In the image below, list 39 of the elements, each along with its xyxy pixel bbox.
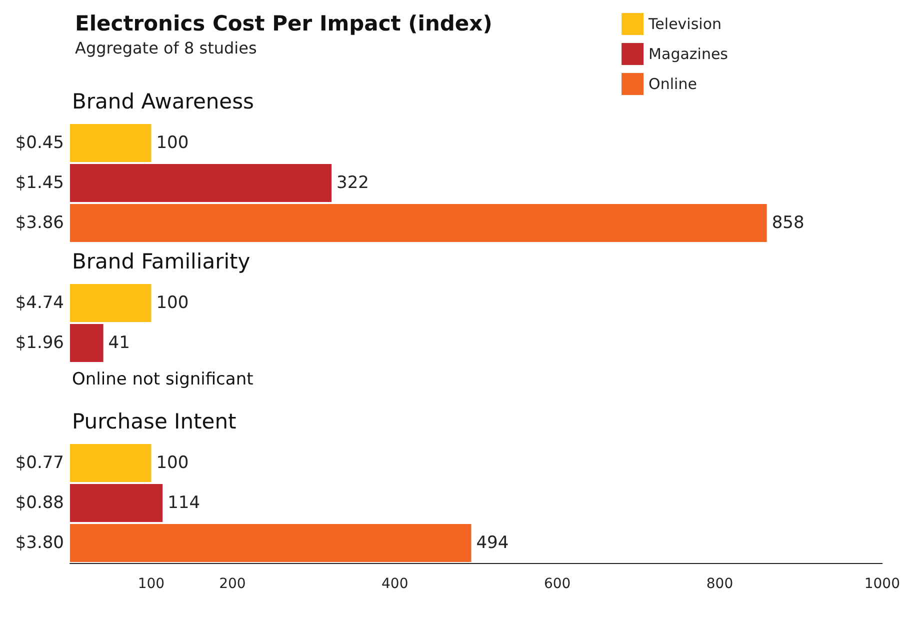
data-label: 322 (336, 173, 369, 193)
bar (70, 124, 152, 162)
bar (70, 524, 472, 562)
bar (70, 324, 104, 362)
data-label: 858 (772, 213, 804, 233)
data-label: 100 (156, 133, 189, 153)
legend-label: Television (648, 15, 722, 33)
annotation: Brand Familiarity (72, 250, 250, 274)
y-tick-label: $3.80 (15, 533, 64, 553)
x-tick-label: 1000 (864, 576, 900, 592)
chart-subtitle: Aggregate of 8 studies (75, 38, 257, 58)
bar (70, 484, 163, 522)
annotation: Purchase Intent (72, 410, 236, 434)
y-tick-label: $1.96 (15, 333, 64, 353)
x-tick-label: 400 (382, 576, 408, 592)
bar (70, 204, 767, 242)
chart-title: Electronics Cost Per Impact (index) (75, 12, 492, 36)
x-tick-label: 600 (544, 576, 571, 592)
x-tick-label: 100 (138, 576, 165, 592)
bar (70, 164, 332, 202)
bar (70, 444, 152, 482)
annotation: Brand Awareness (72, 90, 254, 114)
legend-label: Online (648, 75, 697, 93)
y-tick-label: $0.88 (15, 493, 64, 513)
y-tick-label: $0.77 (15, 453, 64, 473)
data-label: 41 (108, 333, 130, 353)
annotation: Online not significant (72, 370, 254, 390)
data-label: 114 (168, 493, 200, 513)
data-label: 100 (156, 453, 189, 473)
x-tick-label: 800 (706, 576, 734, 592)
y-tick-label: $3.86 (15, 213, 64, 233)
x-tick-label: 200 (219, 576, 246, 592)
y-tick-label: $1.45 (15, 173, 64, 193)
y-tick-label: $4.74 (15, 293, 64, 313)
y-tick-label: $0.45 (15, 133, 64, 153)
legend-label: Magazines (648, 45, 728, 63)
bar (70, 284, 152, 322)
data-label: 100 (156, 293, 189, 313)
data-label: 494 (476, 533, 509, 553)
